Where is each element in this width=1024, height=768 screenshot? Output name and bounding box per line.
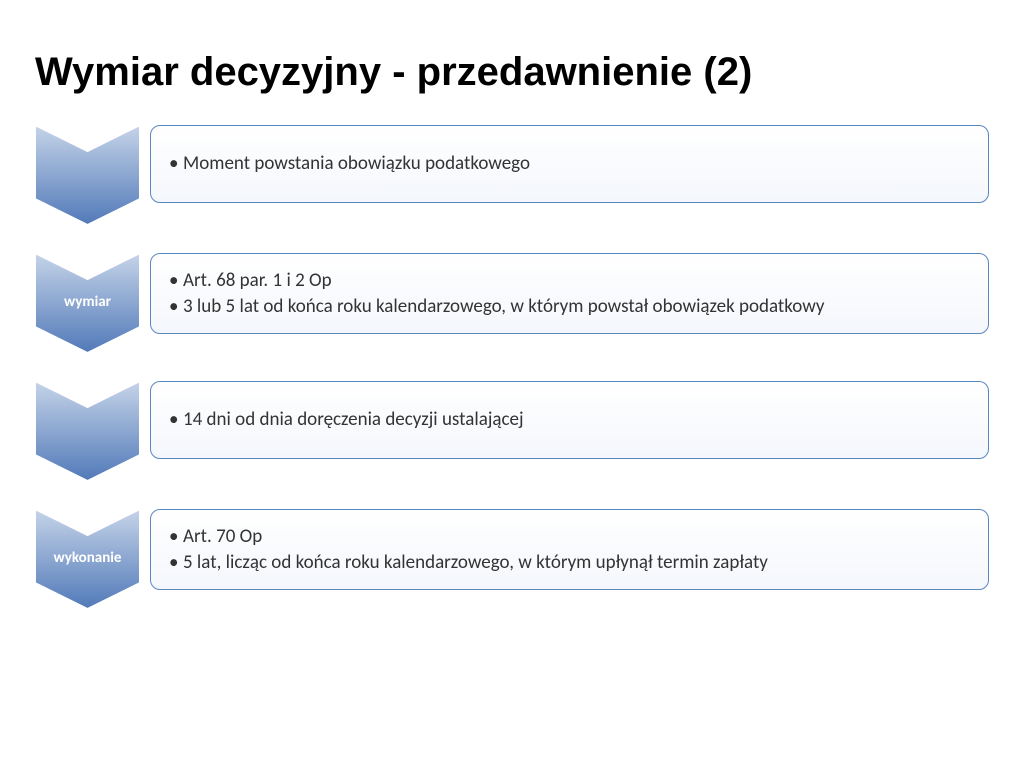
slide-title: Wymiar decyzyjny - przedawnienie (2) [35,50,989,95]
bullet-item: Moment powstania obowiązku podatkowego [169,151,970,177]
bullet-item: Art. 68 par. 1 i 2 Op [169,268,970,294]
chevron [35,381,140,481]
content-box: Art. 68 par. 1 i 2 Op 3 lub 5 lat od koń… [150,253,989,334]
bullet-item: 5 lat, licząc od końca roku kalendarzowe… [169,550,970,576]
chevron: wymiar [35,253,140,353]
bullet-item: 14 dni od dnia doręczenia decyzji ustala… [169,407,970,433]
chevron [35,125,140,225]
chevron-down-icon [35,381,140,481]
chevron-down-icon [35,125,140,225]
content-box: Moment powstania obowiązku podatkowego [150,125,989,203]
chevron-label: wymiar [35,293,140,311]
diagram-row: 14 dni od dnia doręczenia decyzji ustala… [35,381,989,481]
diagram-rows: Moment powstania obowiązku podatkowego w… [35,125,989,609]
chevron-label: wykonanie [35,549,140,567]
bullet-item: 3 lub 5 lat od końca roku kalendarzowego… [169,294,970,320]
bullet-item: Art. 70 Op [169,524,970,550]
diagram-row: Moment powstania obowiązku podatkowego [35,125,989,225]
chevron: wykonanie [35,509,140,609]
content-box: 14 dni od dnia doręczenia decyzji ustala… [150,381,989,459]
diagram-row: wykonanie Art. 70 Op 5 lat, licząc od ko… [35,509,989,609]
diagram-row: wymiar Art. 68 par. 1 i 2 Op 3 lub 5 lat… [35,253,989,353]
content-box: Art. 70 Op 5 lat, licząc od końca roku k… [150,509,989,590]
